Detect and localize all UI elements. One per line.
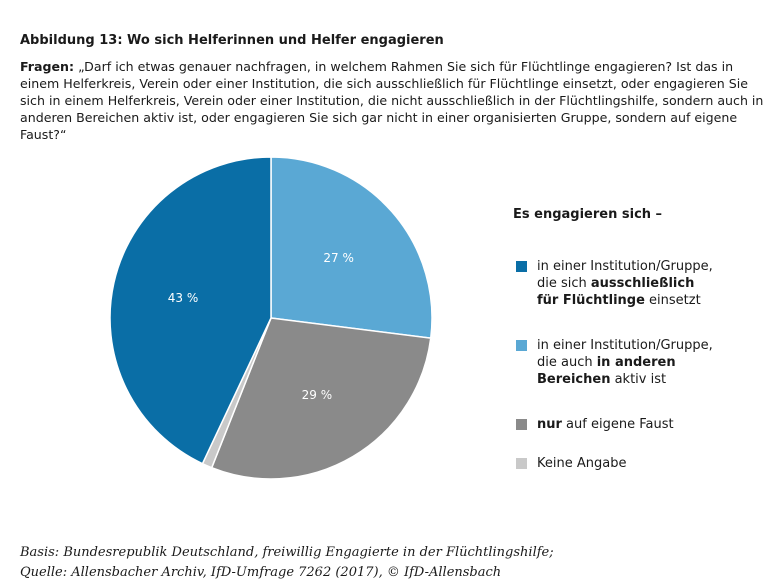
pie-slice xyxy=(210,317,432,480)
legend-swatch xyxy=(516,340,527,351)
legend-text: in einer Institution/Gruppe, die auch xyxy=(537,338,713,370)
legend-text: nur xyxy=(537,417,562,432)
pie-slice xyxy=(270,156,433,340)
legend-text: Keine Angabe xyxy=(537,456,627,471)
legend-swatch xyxy=(516,261,527,272)
legend-text: einsetzt xyxy=(644,293,701,308)
legend-label: in einer Institution/Gruppe, die sich au… xyxy=(537,258,717,309)
footnote-line: Quelle: Allensbacher Archiv, IfD-Umfrage… xyxy=(20,565,502,580)
data-label: 29 % xyxy=(302,388,333,402)
legend-text: auf eigene Faust xyxy=(561,417,674,432)
legend-swatch xyxy=(516,458,527,469)
data-label: 43 % xyxy=(168,291,199,305)
legend-swatch xyxy=(516,419,527,430)
question-text: „Darf ich etwas genauer nachfragen, in w… xyxy=(20,59,764,142)
legend-text: in anderen Bereichen xyxy=(537,355,676,387)
legend-label: Keine Angabe xyxy=(537,455,717,472)
chart-title: Abbildung 13: Wo sich Helferinnen und He… xyxy=(20,33,444,48)
footnote: Basis: Bundesrepublik Deutschland, freiw… xyxy=(20,543,554,583)
legend-text: ausschließlich für Flüchtlinge xyxy=(537,276,695,308)
question-label: Fragen: xyxy=(20,59,75,74)
legend-text: in einer Institution/Gruppe, die sich xyxy=(537,259,713,291)
pie-slice xyxy=(109,156,272,465)
legend-label: in einer Institution/Gruppe, die auch in… xyxy=(537,337,717,388)
legend-label: nur auf eigene Faust xyxy=(537,416,717,433)
legend-text: aktiv ist xyxy=(610,372,667,387)
data-label: 27 % xyxy=(323,251,354,265)
footnote-line: Basis: Bundesrepublik Deutschland, freiw… xyxy=(20,545,554,560)
legend-title: Es engagieren sich – xyxy=(513,207,663,222)
question: Fragen: „Darf ich etwas genauer nachfrag… xyxy=(20,58,768,143)
